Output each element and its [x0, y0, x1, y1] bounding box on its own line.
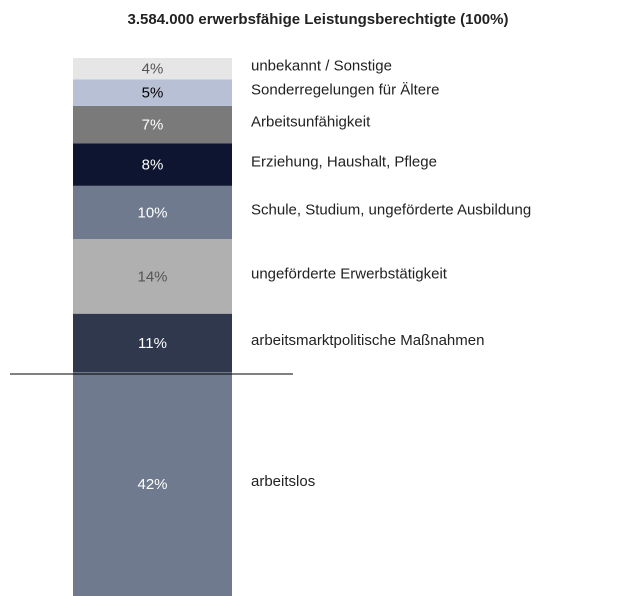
bar-segment — [73, 58, 232, 80]
bar-segment — [73, 79, 232, 106]
bar-segment — [73, 313, 232, 373]
category-label: Arbeitsunfähigkeit — [251, 114, 371, 131]
bar-segment — [73, 239, 232, 314]
category-label: Schule, Studium, ungeförderte Ausbildung — [251, 201, 531, 218]
bar-segment — [73, 372, 232, 596]
chart-title: 3.584.000 erwerbsfähige Leistungsberecht… — [128, 11, 509, 28]
data-label: 11% — [138, 335, 167, 352]
category-label: Erziehung, Haushalt, Pflege — [251, 154, 437, 171]
data-label: 14% — [137, 268, 167, 285]
bar-segment — [73, 105, 232, 144]
category-label: unbekannt / Sonstige — [251, 58, 392, 75]
data-label: 7% — [142, 117, 164, 134]
bar-segment — [73, 185, 232, 240]
bar-group — [73, 58, 232, 596]
category-label: ungeförderte Erwerbstätigkeit — [251, 265, 448, 282]
data-label: 8% — [142, 157, 164, 174]
data-label: 10% — [137, 204, 167, 221]
category-label: arbeitsmarktpolitische Maßnahmen — [251, 332, 484, 349]
data-label: 4% — [142, 61, 164, 78]
category-label: Sonderregelungen für Ältere — [251, 82, 439, 99]
bar-segment — [73, 143, 232, 186]
category-label: arbeitslos — [251, 473, 315, 490]
data-label: 5% — [142, 85, 164, 102]
data-label: 42% — [137, 476, 167, 493]
